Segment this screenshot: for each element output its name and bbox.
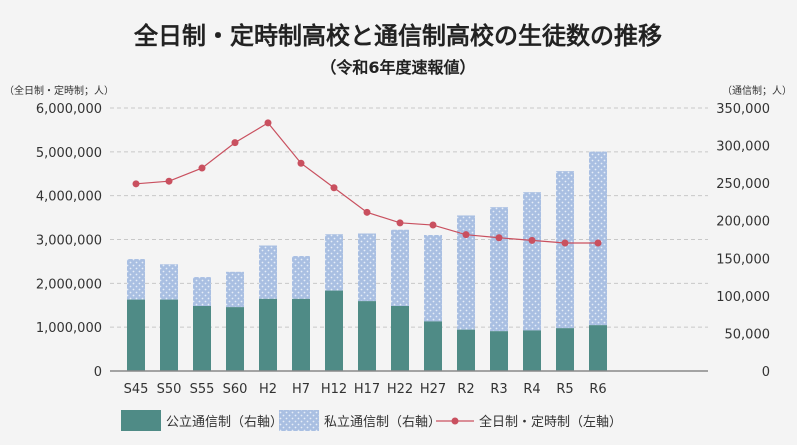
- line-point-S45: [132, 180, 140, 188]
- line-point-R4: [528, 236, 536, 244]
- bar-private-H12: [325, 234, 343, 291]
- bar-private-H22: [391, 229, 409, 307]
- x-tick-label: R4: [523, 382, 540, 397]
- x-tick-label: R2: [457, 382, 474, 397]
- bar-public-S60: [226, 307, 244, 371]
- x-tick-label: H22: [387, 382, 413, 397]
- line-point-H27: [429, 221, 437, 229]
- x-tick-label: S50: [157, 382, 182, 397]
- bar-public-R3: [490, 331, 508, 371]
- bar-private-R5: [556, 171, 574, 329]
- bar-public-H7: [292, 298, 310, 371]
- bar-public-R6: [589, 325, 607, 371]
- right-axis-tick: 300,000: [716, 140, 770, 155]
- right-axis-tick: 100,000: [716, 290, 770, 305]
- legend-label-public: 公立通信制（右軸）: [166, 415, 283, 430]
- bar-public-S50: [160, 299, 178, 371]
- x-tick-label: S55: [190, 382, 215, 397]
- bar-public-R2: [457, 329, 475, 371]
- legend: 公立通信制（右軸） 私立通信制（右軸） 全日制・定時制（左軸）: [121, 410, 622, 431]
- line-point-H17: [363, 208, 371, 216]
- bar-private-H27: [424, 234, 442, 322]
- chart-title: 全日制・定時制高校と通信制高校の生徒数の推移: [133, 22, 662, 50]
- bar-public-H12: [325, 290, 343, 371]
- left-axis-tick: 5,000,000: [36, 146, 102, 161]
- bar-private-R4: [523, 192, 541, 331]
- left-axis-tick: 2,000,000: [36, 277, 102, 292]
- bar-private-R3: [490, 207, 508, 332]
- right-axis-tick: 0: [762, 365, 770, 380]
- x-tick-label: H7: [292, 382, 310, 397]
- bar-private-R2: [457, 215, 475, 330]
- bar-public-R4: [523, 330, 541, 371]
- right-axis-tick: 150,000: [716, 252, 770, 267]
- bar-public-S55: [193, 306, 211, 371]
- right-axis-tick: 250,000: [716, 177, 770, 192]
- legend-label-line: 全日制・定時制（左軸）: [479, 414, 622, 430]
- legend-swatch-public: [121, 410, 161, 431]
- bar-private-S55: [193, 277, 211, 307]
- line-point-H22: [396, 219, 404, 227]
- line-point-H2: [264, 119, 272, 127]
- chart-subtitle: （令和6年度速報値）: [320, 58, 475, 77]
- bar-private-S45: [127, 259, 145, 300]
- bar-public-H17: [358, 301, 376, 371]
- right-axis-tick: 350,000: [716, 102, 770, 117]
- bar-public-H27: [424, 321, 442, 371]
- line-point-R2: [462, 231, 470, 239]
- left-axis-tick: 6,000,000: [36, 102, 102, 117]
- bar-public-R5: [556, 328, 574, 371]
- bar-private-H7: [292, 256, 310, 299]
- x-tick-label: S60: [223, 382, 248, 397]
- right-axis-tick: 50,000: [725, 327, 771, 342]
- right-axis-unit: （通信制；人）: [722, 84, 792, 97]
- bar-public-H2: [259, 298, 277, 371]
- bar-private-R6: [589, 151, 607, 326]
- line-point-H7: [297, 159, 305, 167]
- line-point-S60: [231, 139, 239, 147]
- left-axis-tick: 1,000,000: [36, 321, 102, 336]
- legend-swatch-private: [279, 410, 319, 431]
- x-tick-label: H2: [259, 382, 277, 397]
- left-axis-tick: 3,000,000: [36, 234, 102, 249]
- legend-label-private: 私立通信制（右軸）: [324, 415, 441, 430]
- line-point-H12: [330, 184, 338, 192]
- bar-private-H17: [358, 233, 376, 302]
- x-tick-label: H27: [420, 382, 446, 397]
- left-axis-tick: 4,000,000: [36, 190, 102, 205]
- line-point-R5: [561, 239, 569, 247]
- left-axis-tick: 0: [94, 365, 102, 380]
- right-axis-tick: 200,000: [716, 215, 770, 230]
- x-tick-label: R5: [556, 382, 573, 397]
- x-tick-label: S45: [124, 382, 149, 397]
- bar-public-S45: [127, 299, 145, 371]
- x-tick-label: R6: [589, 382, 606, 397]
- bar-private-S60: [226, 271, 244, 308]
- line-point-R6: [594, 239, 602, 247]
- legend-line-marker: [451, 417, 459, 425]
- bar-private-S50: [160, 264, 178, 300]
- line-point-R3: [495, 234, 503, 242]
- x-tick-label: H12: [321, 382, 347, 397]
- x-tick-label: H17: [354, 382, 380, 397]
- line-point-S55: [198, 164, 206, 172]
- left-axis-unit: （全日制・定時制；人）: [4, 84, 114, 97]
- bar-private-H2: [259, 245, 277, 299]
- bar-public-H22: [391, 306, 409, 371]
- x-tick-label: R3: [490, 382, 507, 397]
- line-point-S50: [165, 177, 173, 185]
